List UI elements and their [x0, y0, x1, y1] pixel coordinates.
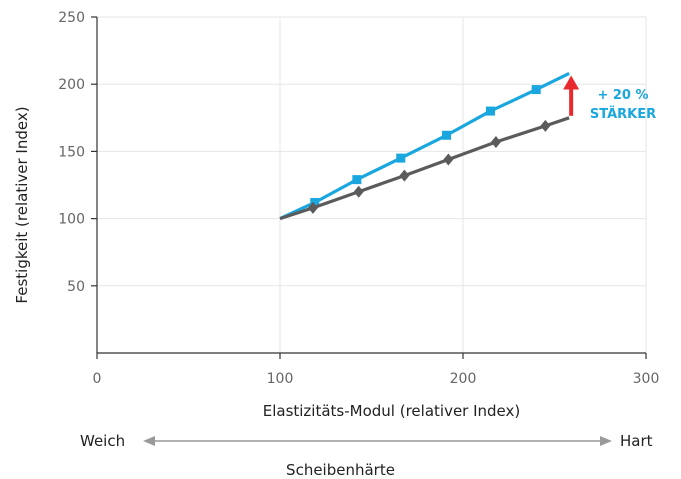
- scale-arrow-left-head: [143, 436, 155, 446]
- annotation-line1: + 20 %: [597, 88, 648, 103]
- y-tick-label: 150: [58, 144, 85, 160]
- x-tick-label: 0: [93, 371, 102, 387]
- scale-right-label: Hart: [620, 432, 653, 450]
- annotation-line2: STÄRKER: [590, 106, 656, 122]
- y-tick-label: 250: [58, 10, 85, 26]
- x-tick-label: 300: [633, 371, 660, 387]
- series-point: [307, 201, 318, 214]
- annotation-layer: + 20 % STÄRKER: [563, 75, 656, 122]
- scale-left-label: Weich: [80, 432, 126, 450]
- series-point: [353, 185, 364, 198]
- series-point: [531, 85, 541, 95]
- increase-arrow-head: [563, 75, 580, 90]
- y-tick-label: 50: [67, 279, 85, 295]
- series-point: [442, 130, 452, 140]
- series-layer: [279, 72, 570, 221]
- scale-arrow-right-head: [600, 436, 612, 446]
- y-tick-label: 100: [58, 212, 85, 228]
- grid: [97, 16, 647, 353]
- series-line: [279, 72, 570, 221]
- hardness-scale-arrow: [143, 436, 612, 446]
- series-point: [490, 135, 501, 148]
- series-point: [399, 169, 410, 182]
- scale-title: Scheibenhärte: [286, 461, 395, 479]
- tick-labels: 50 100 150 200 250 0 100 200 300: [58, 10, 659, 387]
- series-line: [279, 116, 570, 221]
- y-axis-title: Festigkeit (relativer Index): [13, 106, 31, 303]
- x-axis-title: Elastizitäts-Modul (relativer Index): [263, 402, 521, 420]
- x-tick-label: 200: [450, 371, 477, 387]
- series-point: [310, 197, 320, 207]
- axes: [91, 16, 647, 359]
- x-tick-label: 100: [267, 371, 294, 387]
- series-point: [396, 153, 406, 163]
- series-point: [443, 153, 454, 166]
- series-point: [540, 119, 551, 132]
- series-point: [352, 175, 362, 185]
- series-point: [485, 106, 495, 116]
- y-tick-label: 200: [58, 77, 85, 93]
